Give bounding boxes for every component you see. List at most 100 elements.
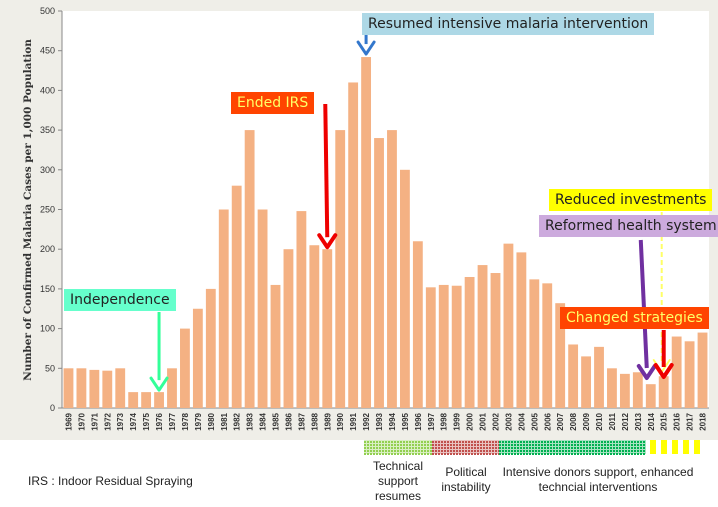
phase-bar-1 <box>364 440 432 455</box>
x-tick-label: 2002 <box>491 412 500 430</box>
bar-1973 <box>115 368 126 408</box>
x-tick-label: 1993 <box>375 412 384 430</box>
phase-label-technical-support: Technical support resumes <box>372 459 424 503</box>
bar-1971 <box>89 369 100 408</box>
annotation-reduced-investments: Reduced investments <box>549 189 713 211</box>
x-tick-label: 2018 <box>699 412 708 430</box>
bar-1989 <box>322 249 333 408</box>
x-tick-label: 1983 <box>246 412 255 430</box>
x-tick-label: 1973 <box>116 412 125 430</box>
x-tick-label: 1979 <box>194 412 203 430</box>
bar-2018 <box>697 332 708 408</box>
independence-arrow <box>149 312 169 392</box>
x-tick-label: 2000 <box>466 412 475 430</box>
bar-1975 <box>141 392 152 408</box>
x-tick-label: 2015 <box>660 412 669 430</box>
annotation-ended-irs: Ended IRS <box>231 92 315 114</box>
x-tick-label: 2007 <box>556 412 565 430</box>
bar-1979 <box>192 308 203 408</box>
bar-1970 <box>76 368 87 408</box>
x-tick-label: 1992 <box>362 412 371 430</box>
bar-1987 <box>296 211 307 408</box>
x-tick-label: 1991 <box>349 412 358 430</box>
reformed-health-system-arrow <box>636 239 657 380</box>
bar-1974 <box>128 392 139 408</box>
bar-1976 <box>154 392 164 408</box>
bar-2002 <box>490 273 501 408</box>
x-tick-label: 2011 <box>608 412 617 430</box>
x-tick-label: 2016 <box>673 412 682 430</box>
bar-1997 <box>425 287 436 408</box>
bar-2001 <box>477 265 488 408</box>
y-tick-label: 100 <box>40 324 55 334</box>
bar-1985 <box>270 284 281 408</box>
annotation-reformed-health-system: Reformed health system <box>539 215 718 237</box>
x-tick-label: 1988 <box>310 412 319 430</box>
y-tick-label: 500 <box>40 6 55 16</box>
bar-1990 <box>335 130 346 408</box>
x-tick-label: 1998 <box>440 412 449 430</box>
bar-2003 <box>503 243 514 408</box>
x-tick-label: 1978 <box>181 412 190 430</box>
bar-1981 <box>218 209 229 408</box>
x-tick-label: 2014 <box>647 412 656 430</box>
annotation-changed-strategies: Changed strategies <box>560 307 709 329</box>
x-tick-label: 2004 <box>517 412 526 430</box>
x-tick-label: 1975 <box>142 412 151 430</box>
y-tick-label: 250 <box>40 205 55 215</box>
phase-bar-4 <box>650 440 700 454</box>
phase-bar-3 <box>499 440 646 455</box>
bar-2010 <box>594 346 604 408</box>
bar-2012 <box>619 373 630 408</box>
x-tick-label: 1987 <box>297 412 306 430</box>
x-tick-label: 2012 <box>621 412 630 430</box>
x-tick-label: 1971 <box>90 412 99 430</box>
bar-1995 <box>399 169 410 408</box>
bar-1993 <box>374 138 384 409</box>
bar-1986 <box>283 249 294 408</box>
x-tick-label: 1989 <box>323 412 332 430</box>
bar-2000 <box>464 276 475 408</box>
x-tick-label: 2009 <box>582 412 591 430</box>
x-tick-label: 1976 <box>155 412 164 430</box>
x-tick-label: 1995 <box>401 412 410 430</box>
phase-label-donor-support: Intensive donors support, enhanced techn… <box>502 465 694 494</box>
x-tick-label: 2017 <box>686 412 695 430</box>
bar-1980 <box>205 288 216 408</box>
y-tick-label: 50 <box>45 363 55 373</box>
phase-bar-2 <box>432 440 500 455</box>
x-tick-label: 1970 <box>77 412 86 430</box>
bar-1991 <box>348 82 359 409</box>
bar-1984 <box>257 209 268 408</box>
bar-1996 <box>412 241 423 408</box>
x-tick-label: 1986 <box>284 412 293 430</box>
x-tick-label: 1982 <box>233 412 242 430</box>
x-tick-label: 2005 <box>530 412 539 430</box>
y-tick-label: 150 <box>40 284 55 294</box>
x-tick-label: 2013 <box>634 412 643 430</box>
annotation-independence: Independence <box>64 289 176 311</box>
x-tick-label: 1977 <box>168 412 177 430</box>
phase-label-political-instability: Political instability <box>441 465 491 494</box>
footnote-irs: IRS : Indoor Residual Spraying <box>28 474 193 488</box>
bar-2014 <box>645 384 656 408</box>
bar-2005 <box>529 279 540 408</box>
x-tick-label: 2006 <box>543 412 552 430</box>
y-tick-label: 450 <box>40 46 55 56</box>
x-tick-label: 2003 <box>504 412 513 430</box>
x-tick-label: 1999 <box>453 412 462 430</box>
bar-1998 <box>438 284 449 408</box>
bar-1999 <box>451 285 462 408</box>
bar-2008 <box>568 344 579 408</box>
bar-2006 <box>542 283 553 408</box>
bar-1972 <box>102 370 113 408</box>
bar-2009 <box>581 356 591 408</box>
x-tick-label: 2001 <box>479 412 488 430</box>
bar-2013 <box>632 372 643 408</box>
x-tick-label: 2008 <box>569 412 578 430</box>
y-axis-label: Number of Confirmed Malaria Cases per 1,… <box>22 39 34 381</box>
x-tick-label: 1980 <box>207 412 216 430</box>
x-tick-label: 1990 <box>336 412 345 430</box>
bar-2011 <box>607 368 617 408</box>
